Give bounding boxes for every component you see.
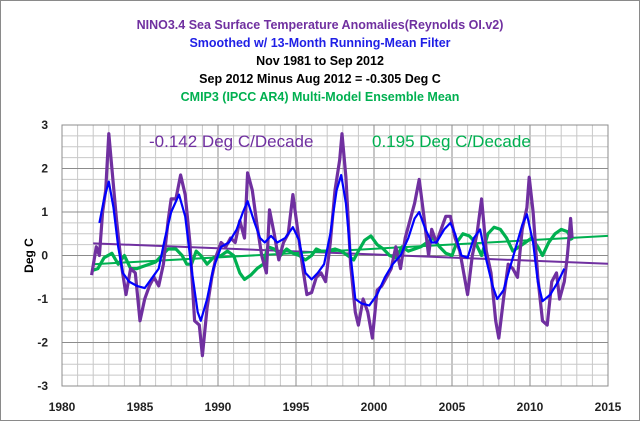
x-tick-label: 1985 [127,400,154,414]
title-line-1: NINO3.4 Sea Surface Temperature Anomalie… [136,18,504,32]
x-tick-label: 1995 [283,400,310,414]
y-tick-label: -1 [37,292,48,306]
plot-border [61,124,609,387]
title-line-3: Nov 1981 to Sep 2012 [256,54,384,68]
title-line-4: Sep 2012 Minus Aug 2012 = -0.305 Deg C [199,72,441,86]
y-tick-label: 0 [41,249,48,263]
x-tick-label: 2015 [595,400,622,414]
annotation-trend-cmip: 0.195 Deg C/Decade [372,132,531,151]
x-tick-label: 2000 [361,400,388,414]
x-tick-label: 1980 [49,400,76,414]
x-tick-label: 2010 [517,400,544,414]
y-tick-label: 3 [41,118,48,132]
x-tick-label: 2005 [439,400,466,414]
y-tick-label: -3 [37,379,48,393]
y-axis-label: Deg C [22,238,36,273]
x-tick-label: 1990 [205,400,232,414]
title-line-5: CMIP3 (IPCC AR4) Multi-Model Ensemble Me… [180,90,460,104]
y-tick-label: 2 [41,162,48,176]
title-line-2: Smoothed w/ 13-Month Running-Mean Filter [189,36,451,50]
series-line [98,173,566,322]
annotation-trend-nino: -0.142 Deg C/Decade [149,132,313,151]
series-line [90,132,574,358]
series-line [91,225,574,281]
y-tick-label: -2 [37,336,48,350]
y-tick-label: 1 [41,205,48,219]
